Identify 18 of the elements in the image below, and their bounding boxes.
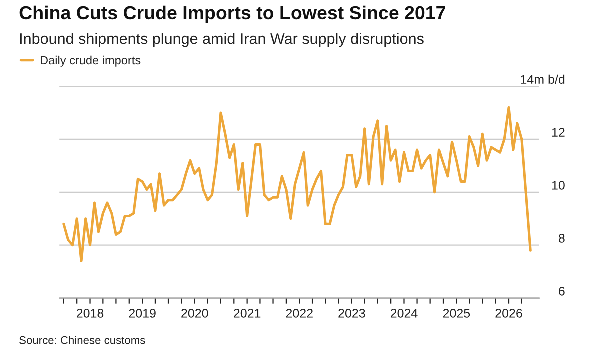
x-tick-label: 2022: [286, 309, 313, 318]
source-note: Source: Chinese customs: [20, 336, 146, 344]
x-tick-label: 2020: [182, 309, 208, 318]
x-tick-label: 2023: [338, 309, 366, 318]
y-tick-label: 10: [552, 181, 565, 190]
chart-subtitle: Inbound shipments plunge amid Iran War supply disruptions: [20, 33, 424, 48]
x-tick-label: 2026: [496, 309, 522, 318]
x-tick-label: 2021: [234, 309, 261, 318]
x-tick-label: 2018: [76, 309, 104, 318]
x-tick-label: 2025: [443, 309, 470, 318]
legend-label: Daily crude imports: [41, 56, 141, 67]
y-tick-label: 8: [558, 234, 565, 243]
x-tick-label: 2019: [129, 309, 156, 318]
y-tick-label: 12: [552, 128, 565, 137]
y-tick-label: 14m b/d: [521, 74, 565, 84]
chart-title: China Cuts Crude Imports to Lowest Since 2017: [20, 6, 446, 24]
y-tick-label: 6: [559, 286, 565, 296]
x-tick-label: 2024: [390, 309, 418, 318]
